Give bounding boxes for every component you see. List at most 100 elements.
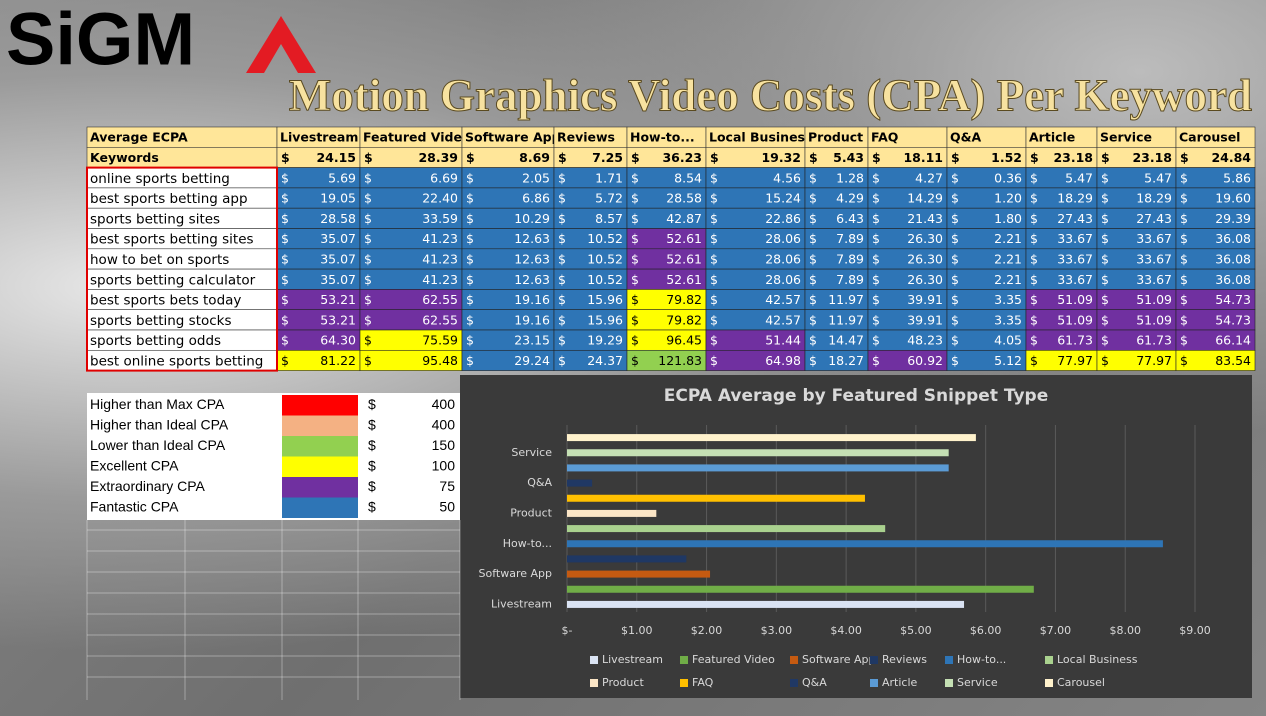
cell-value: 33.67 bbox=[1136, 272, 1172, 287]
currency: $ bbox=[281, 211, 289, 226]
y-tick-label: Service bbox=[511, 446, 552, 459]
currency: $ bbox=[364, 272, 372, 287]
currency: $ bbox=[558, 191, 566, 206]
cell-value: 27.43 bbox=[1136, 211, 1172, 226]
cell-value: 4.27 bbox=[915, 170, 943, 185]
currency: $ bbox=[364, 211, 372, 226]
cell-value: 2.21 bbox=[994, 272, 1022, 287]
currency: $ bbox=[631, 312, 639, 327]
currency: $ bbox=[809, 170, 817, 185]
currency: $ bbox=[466, 170, 474, 185]
average-value: 24.15 bbox=[316, 150, 356, 165]
y-tick-label: Software App bbox=[479, 567, 552, 580]
legend-key bbox=[1045, 679, 1053, 687]
cell-value: 66.14 bbox=[1215, 333, 1251, 348]
cell-value: 51.09 bbox=[1136, 292, 1172, 307]
bar bbox=[567, 555, 686, 562]
cell-value: 4.29 bbox=[836, 191, 864, 206]
currency: $ bbox=[466, 312, 474, 327]
bar bbox=[567, 525, 885, 532]
currency: $ bbox=[872, 191, 880, 206]
legend-swatch bbox=[282, 457, 358, 478]
currency: $ bbox=[951, 231, 959, 246]
cell-value: 10.52 bbox=[587, 251, 623, 266]
cell-value: 35.07 bbox=[320, 272, 356, 287]
currency: $ bbox=[631, 211, 639, 226]
currency: $ bbox=[1030, 292, 1038, 307]
currency: $ bbox=[809, 292, 817, 307]
legend-key bbox=[945, 656, 953, 664]
currency: $ bbox=[1030, 211, 1038, 226]
cell-value: 53.21 bbox=[320, 312, 356, 327]
currency: $ bbox=[368, 416, 376, 432]
chart-legend-label: Software App bbox=[802, 653, 875, 666]
currency: $ bbox=[951, 272, 959, 287]
currency: $ bbox=[364, 251, 372, 266]
cell-value: 51.09 bbox=[1136, 312, 1172, 327]
cell-value: 19.05 bbox=[320, 191, 356, 206]
cell-value: 15.24 bbox=[765, 191, 801, 206]
cell-value: 5.69 bbox=[328, 170, 356, 185]
cell-value: 19.60 bbox=[1215, 191, 1251, 206]
currency: $ bbox=[281, 170, 289, 185]
legend-value: 400 bbox=[432, 416, 456, 432]
keyword: sports betting calculator bbox=[90, 272, 256, 288]
cell-value: 54.73 bbox=[1215, 312, 1251, 327]
cell-value: 2.21 bbox=[994, 231, 1022, 246]
currency: $ bbox=[364, 231, 372, 246]
currency: $ bbox=[951, 211, 959, 226]
legend-label: Fantastic CPA bbox=[90, 498, 179, 514]
y-tick-label: Livestream bbox=[491, 597, 552, 610]
bar bbox=[567, 601, 964, 608]
cell-value: 41.23 bbox=[422, 251, 458, 266]
x-tick-label: $3.00 bbox=[761, 624, 793, 637]
chart-legend-label: FAQ bbox=[692, 676, 714, 689]
chart-legend-label: Service bbox=[957, 676, 998, 689]
header-text: Carousel bbox=[1179, 130, 1240, 145]
page: SiGM Motion Graphics Video Costs (CPA) P… bbox=[0, 0, 1266, 716]
cell-value: 10.52 bbox=[587, 272, 623, 287]
legend-swatch bbox=[282, 477, 358, 498]
currency: $ bbox=[1101, 353, 1109, 368]
bar bbox=[567, 464, 949, 471]
currency: $ bbox=[631, 170, 639, 185]
header-text: Livestream bbox=[280, 130, 358, 145]
header-text: Article bbox=[1029, 130, 1075, 145]
cell-value: 51.09 bbox=[1057, 292, 1093, 307]
legend-swatch bbox=[282, 416, 358, 437]
currency: $ bbox=[809, 353, 817, 368]
cell-value: 81.22 bbox=[320, 353, 356, 368]
bar bbox=[567, 434, 976, 441]
cell-value: 33.67 bbox=[1136, 231, 1172, 246]
currency: $ bbox=[631, 150, 640, 165]
chart-legend-label: Q&A bbox=[802, 676, 827, 689]
cell-value: 33.59 bbox=[422, 211, 458, 226]
currency: $ bbox=[368, 437, 376, 453]
currency: $ bbox=[1101, 292, 1109, 307]
cell-value: 5.72 bbox=[595, 191, 623, 206]
cell-value: 5.47 bbox=[1144, 170, 1172, 185]
average-value: 1.52 bbox=[991, 150, 1022, 165]
cell-value: 28.06 bbox=[765, 231, 801, 246]
currency: $ bbox=[558, 333, 566, 348]
currency: $ bbox=[631, 251, 639, 266]
currency: $ bbox=[951, 353, 959, 368]
currency: $ bbox=[558, 170, 566, 185]
average-value: 23.18 bbox=[1132, 150, 1172, 165]
average-value: 8.69 bbox=[519, 150, 550, 165]
cell-value: 53.21 bbox=[320, 292, 356, 307]
x-tick-label: $2.00 bbox=[691, 624, 723, 637]
cell-value: 7.89 bbox=[836, 231, 864, 246]
cell-value: 10.52 bbox=[587, 231, 623, 246]
legend-label: Excellent CPA bbox=[90, 457, 179, 473]
cell-value: 95.48 bbox=[422, 353, 458, 368]
x-tick-label: $9.00 bbox=[1179, 624, 1211, 637]
currency: $ bbox=[1180, 312, 1188, 327]
cell-value: 75.59 bbox=[422, 333, 458, 348]
cell-value: 33.67 bbox=[1057, 231, 1093, 246]
currency: $ bbox=[809, 211, 817, 226]
legend-label: Lower than Ideal CPA bbox=[90, 437, 226, 453]
bar bbox=[567, 495, 865, 502]
cell-value: 121.83 bbox=[658, 353, 702, 368]
cell-value: 2.21 bbox=[994, 251, 1022, 266]
